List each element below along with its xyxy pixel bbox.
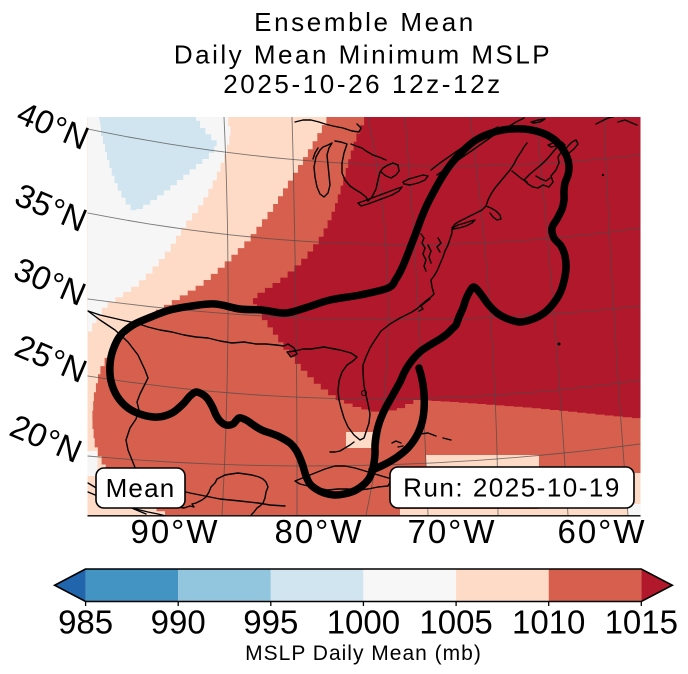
svg-text:70°W: 70°W <box>407 513 496 550</box>
svg-text:2025-10-26 12z-12z: 2025-10-26 12z-12z <box>223 69 503 99</box>
svg-text:985: 985 <box>58 604 113 641</box>
svg-text:Run: 2025-10-19: Run: 2025-10-19 <box>403 473 621 503</box>
svg-text:80°W: 80°W <box>274 513 363 550</box>
svg-text:60°W: 60°W <box>557 513 646 550</box>
svg-text:MSLP Daily Mean (mb): MSLP Daily Mean (mb) <box>245 642 482 665</box>
svg-text:1015: 1015 <box>605 604 678 641</box>
svg-text:Daily Mean Minimum MSLP: Daily Mean Minimum MSLP <box>174 40 552 70</box>
svg-text:Mean: Mean <box>106 473 176 503</box>
svg-text:1010: 1010 <box>512 604 585 641</box>
svg-text:90°W: 90°W <box>130 513 219 550</box>
svg-text:990: 990 <box>151 604 206 641</box>
svg-text:1005: 1005 <box>419 604 492 641</box>
svg-text:995: 995 <box>243 604 298 641</box>
svg-text:Ensemble Mean: Ensemble Mean <box>254 7 476 37</box>
svg-text:1000: 1000 <box>327 604 400 641</box>
